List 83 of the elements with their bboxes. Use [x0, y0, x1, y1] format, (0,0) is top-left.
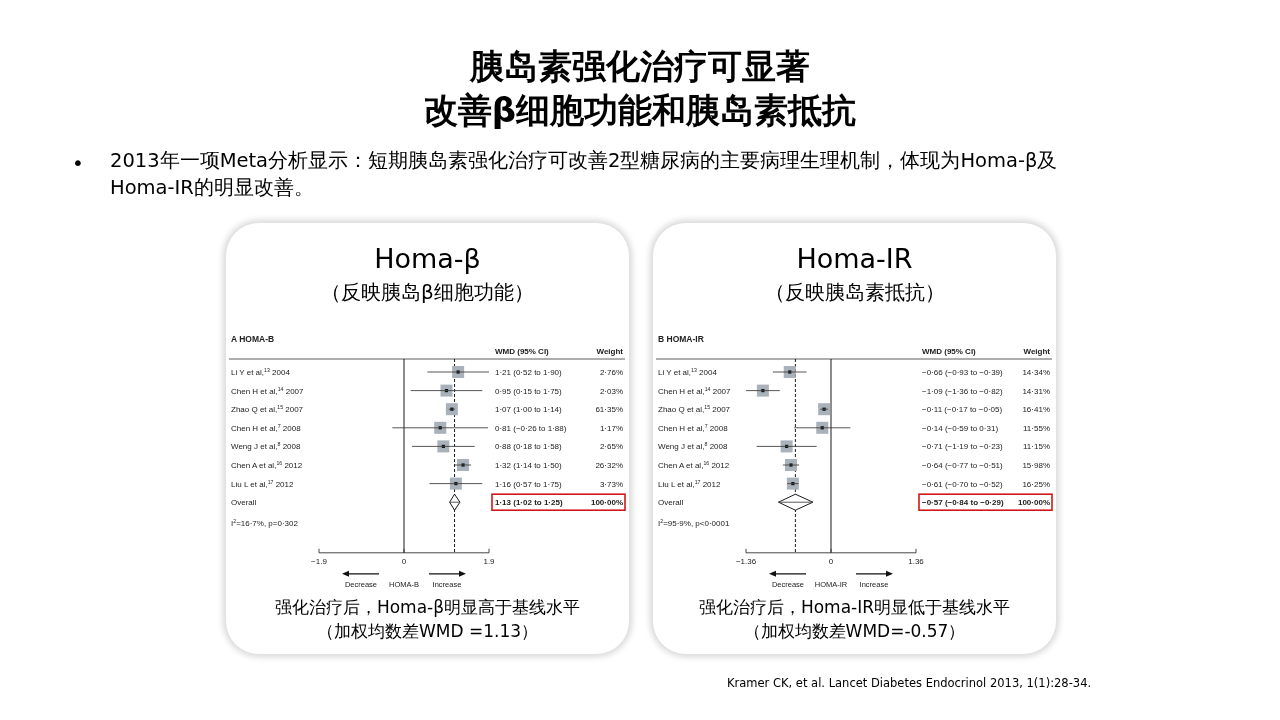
- text: −0·57 (−0·84 to −0·29): [922, 498, 1004, 508]
- text: 0·88 (0·18 to 1·58): [495, 442, 563, 452]
- y-tick-label: Weng J et al,$^{8}$ 2008: [231, 441, 302, 452]
- text: 胰岛素强化治疗可显著: [468, 45, 811, 88]
- y-tick-label: Zhao Q et al,$^{15}$ 2007: [231, 404, 304, 415]
- text: 2·03%: [599, 386, 623, 396]
- text: 1·21 (0·52 to 1·90): [495, 368, 563, 377]
- text: −0·14 (−0·59 to 0·31): [922, 423, 999, 433]
- text: 61·35%: [595, 405, 623, 415]
- text: 2·76%: [599, 368, 623, 377]
- point: [434, 421, 447, 434]
- x-tick-label: 0: [401, 556, 407, 566]
- text: 2·65%: [599, 442, 623, 452]
- text: −0·11 (−0·17 to −0·05): [922, 405, 1003, 415]
- chart-title: Homa-IR: [795, 242, 914, 276]
- y-tick-label: Overall: [658, 498, 684, 508]
- text: 1·17%: [599, 423, 623, 433]
- point: [818, 403, 831, 416]
- text: 2013年一项Meta分析显示：短期胰岛素强化治疗可改善2型糖尿病的主要病理生理机制，体现为Homa-β及Homa-IR的明显改善。: [110, 148, 1059, 201]
- text: B HOMA-IR: [658, 334, 704, 344]
- text: 1·13 (1·02 to 1·25): [495, 498, 563, 508]
- point: [449, 477, 462, 490]
- text: 15·98%: [1022, 461, 1050, 470]
- text: 100·00%: [590, 498, 623, 508]
- text: 强化治疗后，Homa-IR明显低于基线水平: [697, 596, 1012, 618]
- text: Weight: [1023, 347, 1051, 356]
- text: A HOMA-B: [231, 334, 275, 344]
- text: Weight: [596, 347, 624, 356]
- text: 11·55%: [1023, 423, 1050, 433]
- text: 11·15%: [1023, 442, 1050, 452]
- y-tick-label: Weng J et al,$^{8}$ 2008: [658, 441, 729, 452]
- y-tick-label: Chen A et al,$^{16}$ 2012: [231, 460, 303, 470]
- text: 0·81 (−0·26 to 1·88): [495, 423, 567, 433]
- point: [786, 477, 799, 490]
- text: WMD (95% CI): [495, 347, 550, 356]
- text: 1·16 (0·57 to 1·75): [495, 479, 563, 489]
- y-tick-label: Chen H et al,$^{14}$ 2007: [231, 385, 305, 396]
- y-tick-label: Liu L et al,$^{17}$ 2012: [658, 478, 721, 489]
- text: −0·61 (−0·70 to −0·52): [922, 479, 1004, 489]
- y-tick-label: Chen H et al,$^{14}$ 2007: [658, 385, 732, 396]
- text: WMD (95% CI): [922, 347, 977, 356]
- text: Kramer CK, et al. Lancet Diabetes Endocrinol 2013, 1(1):28-34.: [727, 676, 1092, 690]
- point: [440, 384, 453, 397]
- x-tick-label: 0: [828, 556, 834, 566]
- y-tick-label: Zhao Q et al,$^{15}$ 2007: [658, 404, 731, 415]
- text: 强化治疗后，Homa-β明显高于基线水平: [273, 596, 582, 618]
- text: 1·07 (1·00 to 1·14): [495, 405, 563, 415]
- chart-subtitle: （反映胰岛素抵抗）: [763, 279, 946, 306]
- text: 100·00%: [1017, 498, 1050, 508]
- y-tick-label: Chen A et al,$^{16}$ 2012: [658, 460, 730, 470]
- text: 3·73%: [599, 479, 623, 489]
- y-tick-label: Overall: [231, 498, 257, 508]
- text: −0·64 (−0·77 to −0·51): [922, 461, 1004, 470]
- text: 0·95 (0·15 to 1·75): [495, 386, 563, 396]
- text: I$^{2}$=16·7%, p=0·302: [231, 517, 299, 528]
- y-tick-label: Chen H et al,$^{7}$ 2008: [231, 422, 302, 433]
- x-tick-label: 1.9: [483, 556, 496, 566]
- text: 1·32 (1·14 to 1·50): [495, 461, 563, 470]
- text: •: [72, 150, 85, 176]
- point: [756, 384, 769, 397]
- text: I$^{2}$=95·9%, p<0·0001: [658, 517, 730, 528]
- text: −1·09 (−1·36 to −0·82): [922, 386, 1004, 396]
- y-tick-label: Li Y et al,$^{13}$ 2004: [231, 367, 291, 377]
- text: 改善β细胞功能和胰岛素抵抗: [422, 89, 858, 132]
- point: [816, 421, 829, 434]
- point: [445, 403, 458, 416]
- x-tick-label: −1.36: [735, 556, 757, 566]
- text: −0·66 (−0·93 to −0·39): [922, 368, 1004, 377]
- text: 16·41%: [1022, 405, 1050, 415]
- chart-subtitle: （反映胰岛β细胞功能）: [320, 279, 535, 306]
- y-tick-label: Li Y et al,$^{13}$ 2004: [658, 367, 718, 377]
- y-tick-label: Chen H et al,$^{7}$ 2008: [658, 422, 729, 433]
- text: −0·71 (−1·19 to −0·23): [922, 442, 1004, 452]
- text: 16·25%: [1022, 479, 1050, 489]
- text: 26·32%: [595, 461, 623, 470]
- text: 14·34%: [1022, 368, 1050, 377]
- x-tick-label: 1.36: [908, 556, 925, 566]
- chart-title: Homa-β: [373, 242, 482, 276]
- text: （加权均数差WMD =1.13）: [315, 620, 540, 642]
- text: 14·31%: [1022, 386, 1050, 396]
- y-tick-label: Liu L et al,$^{17}$ 2012: [231, 478, 294, 489]
- x-tick-label: −1.9: [311, 556, 328, 566]
- text: （加权均数差WMD=-0.57）: [742, 620, 967, 642]
